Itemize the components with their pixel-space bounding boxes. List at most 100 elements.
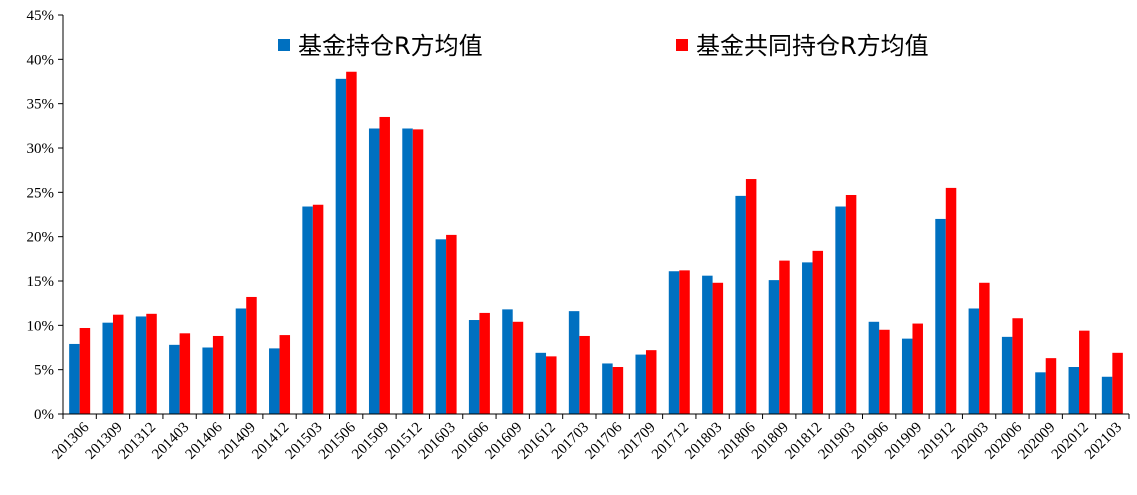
bar-series-1 [1001,336,1013,414]
bar-series-2 [412,129,424,414]
bar-series-1 [169,344,180,414]
bar-series-2 [379,116,390,414]
bar-series-2 [579,335,590,414]
bar-series-2 [512,321,524,414]
bar-series-2 [745,179,757,414]
bar-series-2 [1112,352,1123,414]
bar-series-1 [368,128,380,414]
y-tick-label: 45% [27,8,55,24]
bar-series-1 [335,78,347,414]
x-tick-label: 201909 [882,420,925,463]
bar-series-2 [1012,318,1023,414]
bar-series-1 [702,275,713,414]
bar-series-2 [279,335,291,414]
x-tick-label: 201412 [249,420,292,463]
x-tick-label: 201809 [749,420,792,463]
x-tick-label: 201812 [782,420,825,463]
bar-series-1 [935,218,946,414]
bar-series-1 [835,206,846,414]
x-tick-label: 201309 [83,420,126,463]
x-tick-label: 202103 [1082,420,1125,463]
bar-series-2 [246,296,257,414]
x-tick-label: 201712 [649,420,692,463]
bar-series-2 [645,350,657,414]
bar-series-1 [468,320,480,414]
bar-series-2 [1045,358,1057,414]
bar-series-2 [112,314,124,414]
x-tick-label: 202003 [949,420,992,463]
bar-series-2 [979,282,990,414]
x-tick-label: 201503 [283,420,326,463]
bar-series-2 [546,356,557,414]
bar-series-2 [945,187,957,414]
bar-series-1 [102,322,113,414]
bar-series-1 [502,309,513,414]
bar-series-2 [1079,330,1090,414]
bar-series-2 [212,335,224,414]
x-tick-label: 201409 [216,420,259,463]
bar-series-2 [312,204,324,414]
x-tick-label: 202012 [1049,420,1092,463]
x-tick-label: 201803 [682,420,725,463]
x-tick-label: 201709 [616,420,659,463]
y-tick-label: 25% [27,185,55,201]
x-tick-label: 201903 [816,420,859,463]
bar-series-1 [635,354,646,414]
x-tick-label: 201509 [349,420,392,463]
bar-series-1 [868,321,880,414]
bar-series-2 [679,270,690,414]
bar-series-2 [712,282,724,414]
x-tick-label: 201312 [116,420,159,463]
legend-label-series-2: 基金共同持仓R方均值 [696,32,929,60]
bar-series-1 [735,195,746,414]
bar-series-1 [302,206,313,414]
y-tick-label: 5% [34,363,54,379]
bar-series-1 [1068,367,1080,414]
bar-series-1 [802,262,813,414]
legend-label-series-1: 基金持仓R方均值 [298,32,483,60]
legend: 基金持仓R方均值 基金共同持仓R方均值 [278,32,929,60]
x-tick-label: 201703 [549,420,592,463]
bar-series-2 [845,194,857,414]
bar-series-2 [79,327,91,414]
x-tick-label: 201609 [482,420,525,463]
y-tick-label: 30% [27,141,55,157]
bar-series-2 [179,333,191,414]
legend-swatch-series-2 [676,39,688,51]
bar-series-1 [1035,372,1046,414]
bar-series-2 [912,323,923,414]
y-axis: 0% 5% 10% 15% 20% 25% 30% 35% 40% 45% [27,8,64,423]
bar-series-1 [768,280,780,414]
bar-series-2 [779,260,790,414]
y-tick-label: 40% [27,52,55,68]
bar-series-2 [879,329,890,414]
y-tick-label: 10% [27,318,55,334]
y-tick-label: 20% [27,230,55,246]
x-tick-label: 201912 [915,420,958,463]
y-tick-label: 0% [34,407,54,423]
bar-series-1 [202,347,213,414]
x-tick-label: 201403 [149,420,192,463]
bar-series-1 [69,343,80,414]
bar-series-1 [602,363,613,414]
bar-series-1 [269,348,280,414]
legend-swatch-series-1 [278,39,290,51]
bar-series-1 [901,338,913,414]
bar-series-2 [346,71,357,414]
bar-series-1 [568,311,580,414]
x-tick-label: 201512 [382,420,425,463]
bar-series-1 [435,239,447,414]
bar-series-2 [446,234,457,414]
x-tick-label: 201612 [516,420,559,463]
x-tick-label: 201603 [416,420,459,463]
bar-series-1 [968,308,980,414]
bar-series-2 [612,367,624,414]
bar-series-2 [479,312,490,414]
bar-series-1 [668,271,680,414]
x-tick-label: 202009 [1015,420,1058,463]
x-axis: 2013062013092013122014032014062014092014… [49,413,1130,463]
bar-series-1 [1101,376,1113,414]
bar-series-1 [235,308,247,414]
bars [69,71,1123,414]
